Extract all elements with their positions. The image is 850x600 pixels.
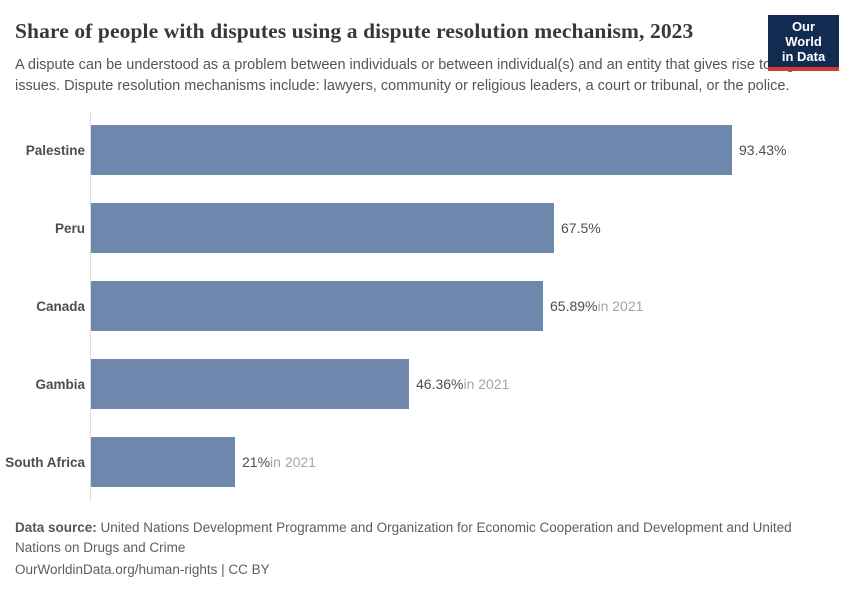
bar-value: 93.43%: [739, 142, 787, 158]
bar-value: 65.89%: [550, 298, 598, 314]
page-title: Share of people with disputes using a di…: [15, 19, 694, 43]
bar[interactable]: [91, 125, 732, 175]
bar-chart: Palestine 93.43% Peru 67.5% Canada 65.89%in 2…: [0, 111, 850, 501]
bar-value-label: 46.36%in 2021: [416, 376, 509, 392]
owid-logo-line1: Our World: [785, 19, 822, 49]
bar-row-gambia: Gambia 46.36%in 2021: [0, 345, 850, 423]
owid-logo[interactable]: Our World in Data: [768, 15, 839, 71]
category-label: Gambia: [35, 376, 85, 392]
category-label: Canada: [36, 298, 85, 314]
chart-footer: Data source: United Nations Development …: [15, 518, 835, 580]
bar-value: 46.36%: [416, 376, 464, 392]
bar-value-year-suffix: in 2021: [597, 298, 644, 314]
chart-subtitle: A dispute can be understood as a problem…: [15, 57, 806, 94]
y-axis-line: [90, 111, 91, 501]
bar-value-year-suffix: in 2021: [463, 376, 510, 392]
category-label: Palestine: [25, 142, 85, 158]
bar[interactable]: [91, 359, 409, 409]
bar-value-label: 65.89%in 2021: [550, 298, 643, 314]
attribution-link[interactable]: OurWorldinData.org/human-rights | CC BY: [15, 562, 270, 577]
bar-value: 67.5%: [561, 220, 601, 236]
data-source-text: United Nations Development Programme and…: [15, 520, 792, 555]
bar[interactable]: [91, 281, 543, 331]
bar-value: 21%: [242, 454, 271, 470]
bar-row-palestine: Palestine 93.43%: [0, 111, 850, 189]
bar-value-label: 67.5%: [561, 220, 601, 236]
bar-value-label: 93.43%: [739, 142, 786, 158]
bar[interactable]: [91, 437, 235, 487]
bar-row-south-africa: South Africa 21%in 2021: [0, 423, 850, 501]
data-source-label: Data source:: [15, 520, 97, 535]
bar-row-peru: Peru 67.5%: [0, 189, 850, 267]
category-label: Peru: [54, 220, 85, 236]
data-source-note: Data source: United Nations Development …: [15, 518, 835, 558]
bar-rows: Palestine 93.43% Peru 67.5% Canada 65.89%in 2…: [0, 111, 850, 501]
bar[interactable]: [91, 203, 554, 253]
category-label: South Africa: [5, 454, 85, 470]
bar-value-year-suffix: in 2021: [270, 454, 316, 470]
owid-logo-line2: in Data: [781, 49, 826, 64]
bar-row-canada: Canada 65.89%in 2021: [0, 267, 850, 345]
bar-value-label: 21%in 2021: [242, 454, 316, 470]
